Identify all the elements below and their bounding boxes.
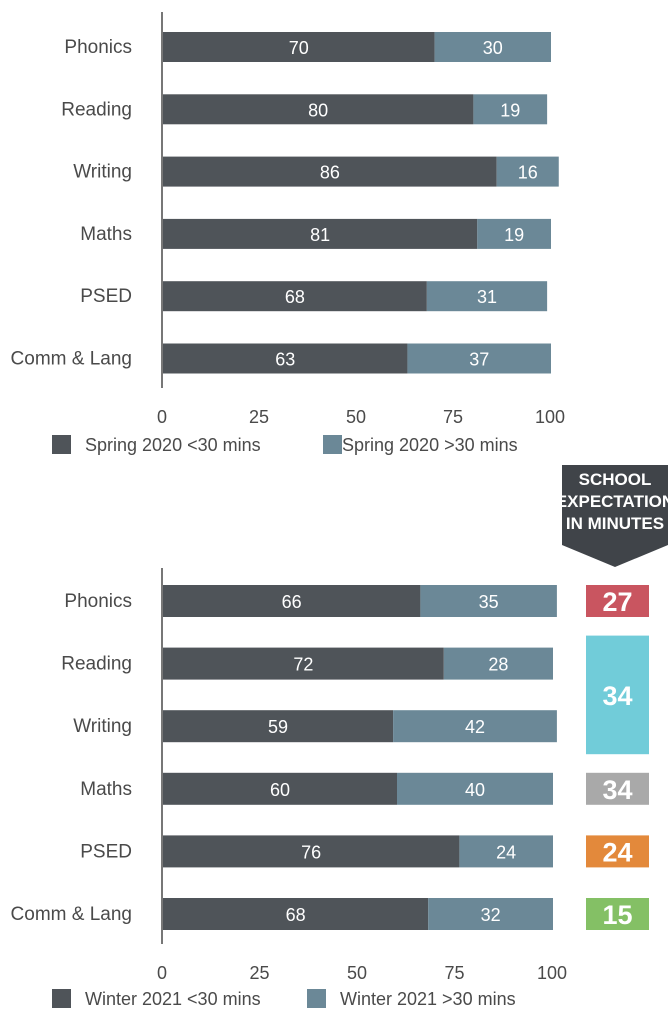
category-label-reading: Reading [61,654,132,675]
data-label-reading-gt30: 28 [488,655,508,675]
bar-maths-gt30 [397,772,553,805]
legend-label-2: Spring 2020 >30 mins [342,435,518,455]
bar-phonics-lt30 [163,32,435,62]
bar-phonics-gt30 [434,32,551,62]
data-label-writing-lt30: 86 [320,163,340,183]
expectation-badge-2 [586,635,649,755]
data-label-maths-lt30: 81 [310,225,330,245]
data-label-maths-lt30: 60 [270,780,290,800]
legend-swatch-1 [52,435,71,454]
bar-maths-lt30 [163,218,478,249]
data-label-psed-gt30: 24 [496,842,516,862]
x-tick-label-75: 75 [444,963,464,983]
legend-label-1: Winter 2021 <30 mins [85,989,261,1009]
category-label-phonics: Phonics [64,37,132,58]
data-label-phonics-lt30: 66 [282,592,302,612]
expectation-value-3: 34 [602,775,632,805]
bar-comm-and-lang-lt30 [163,898,429,930]
x-tick-label-0: 0 [157,963,167,983]
data-label-reading-lt30: 80 [308,100,328,120]
bar-psed-gt30 [459,835,553,868]
bar-reading-lt30 [163,647,444,680]
expectation-badge-5 [586,898,649,930]
legend-swatch-1 [52,989,71,1008]
bar-writing-gt30 [393,710,557,743]
x-tick-label-75: 75 [443,407,463,427]
category-label-maths: Maths [80,224,132,245]
bar-psed-gt30 [426,281,548,312]
data-label-reading-gt30: 19 [500,100,520,120]
chart-winter-2021: Phonics 66 35 Reading 72 28 Writing 59 42 Maths 60… [11,568,567,1009]
expectation-badge-4 [586,835,649,868]
category-label-comm-and-lang: Comm & Lang [11,904,132,925]
expectation-value-4: 24 [602,837,632,867]
category-label-reading: Reading [61,99,132,120]
data-label-comm-and-lang-gt30: 37 [469,350,489,370]
data-label-writing-lt30: 59 [268,717,288,737]
bar-reading-gt30 [443,647,553,680]
expectation-header-shape [562,465,668,567]
category-label-psed: PSED [80,841,132,862]
data-label-psed-lt30: 76 [301,842,321,862]
bar-maths-gt30 [477,218,551,249]
x-tick-label-25: 25 [249,963,269,983]
bar-writing-lt30 [163,710,394,743]
legend-label-2: Winter 2021 >30 mins [340,989,516,1009]
bar-phonics-gt30 [420,585,557,617]
data-label-maths-gt30: 19 [504,225,524,245]
x-tick-label-50: 50 [347,963,367,983]
data-label-comm-and-lang-lt30: 68 [286,905,306,925]
x-tick-label-0: 0 [157,407,167,427]
data-label-comm-and-lang-gt30: 32 [481,905,501,925]
data-label-psed-gt30: 31 [477,287,497,307]
expectation-header-line-2: EXPECTATION [556,492,668,511]
data-label-phonics-gt30: 35 [479,592,499,612]
category-label-writing: Writing [73,716,132,737]
data-label-phonics-gt30: 30 [483,38,503,58]
data-label-maths-gt30: 40 [465,780,485,800]
bar-reading-gt30 [473,94,548,125]
x-tick-label-50: 50 [346,407,366,427]
bar-comm-and-lang-gt30 [428,898,553,930]
expectation-header-line-1: SCHOOL [579,470,652,489]
category-label-comm-and-lang: Comm & Lang [11,349,132,370]
data-label-comm-and-lang-lt30: 63 [275,350,295,370]
bar-comm-and-lang-lt30 [163,343,408,374]
data-label-reading-lt30: 72 [293,655,313,675]
bar-phonics-lt30 [163,585,421,617]
category-label-maths: Maths [80,779,132,800]
bar-reading-lt30 [163,94,474,125]
expectation-value-5: 15 [602,900,632,930]
category-label-phonics: Phonics [64,591,132,612]
school-expectation-panel: SCHOOL EXPECTATION IN MINUTES 27 34 34 24 15 [556,465,668,930]
expectation-value-1: 27 [602,587,632,617]
bar-writing-lt30 [163,156,497,187]
x-tick-label-100: 100 [535,407,565,427]
legend-swatch-2 [307,989,326,1008]
category-label-psed: PSED [80,286,132,307]
data-label-writing-gt30: 42 [465,717,485,737]
expectation-header-line-3: IN MINUTES [566,514,664,533]
bar-psed-lt30 [163,281,427,312]
bar-maths-lt30 [163,772,397,805]
bar-psed-lt30 [163,835,460,868]
bar-comm-and-lang-gt30 [407,343,551,374]
x-tick-label-100: 100 [537,963,567,983]
expectation-badge-1 [586,585,649,617]
expectation-value-2: 34 [602,681,632,711]
bar-writing-gt30 [496,156,559,187]
legend-swatch-2 [323,435,342,454]
legend-label-1: Spring 2020 <30 mins [85,435,261,455]
data-label-psed-lt30: 68 [285,287,305,307]
data-label-writing-gt30: 16 [518,163,538,183]
data-label-phonics-lt30: 70 [289,38,309,58]
x-tick-label-25: 25 [249,407,269,427]
chart-spring-2020: Phonics 70 30 Reading 80 19 Writing 86 16 Maths 81… [11,12,565,455]
expectation-badge-3 [586,772,649,805]
category-label-writing: Writing [73,162,132,183]
